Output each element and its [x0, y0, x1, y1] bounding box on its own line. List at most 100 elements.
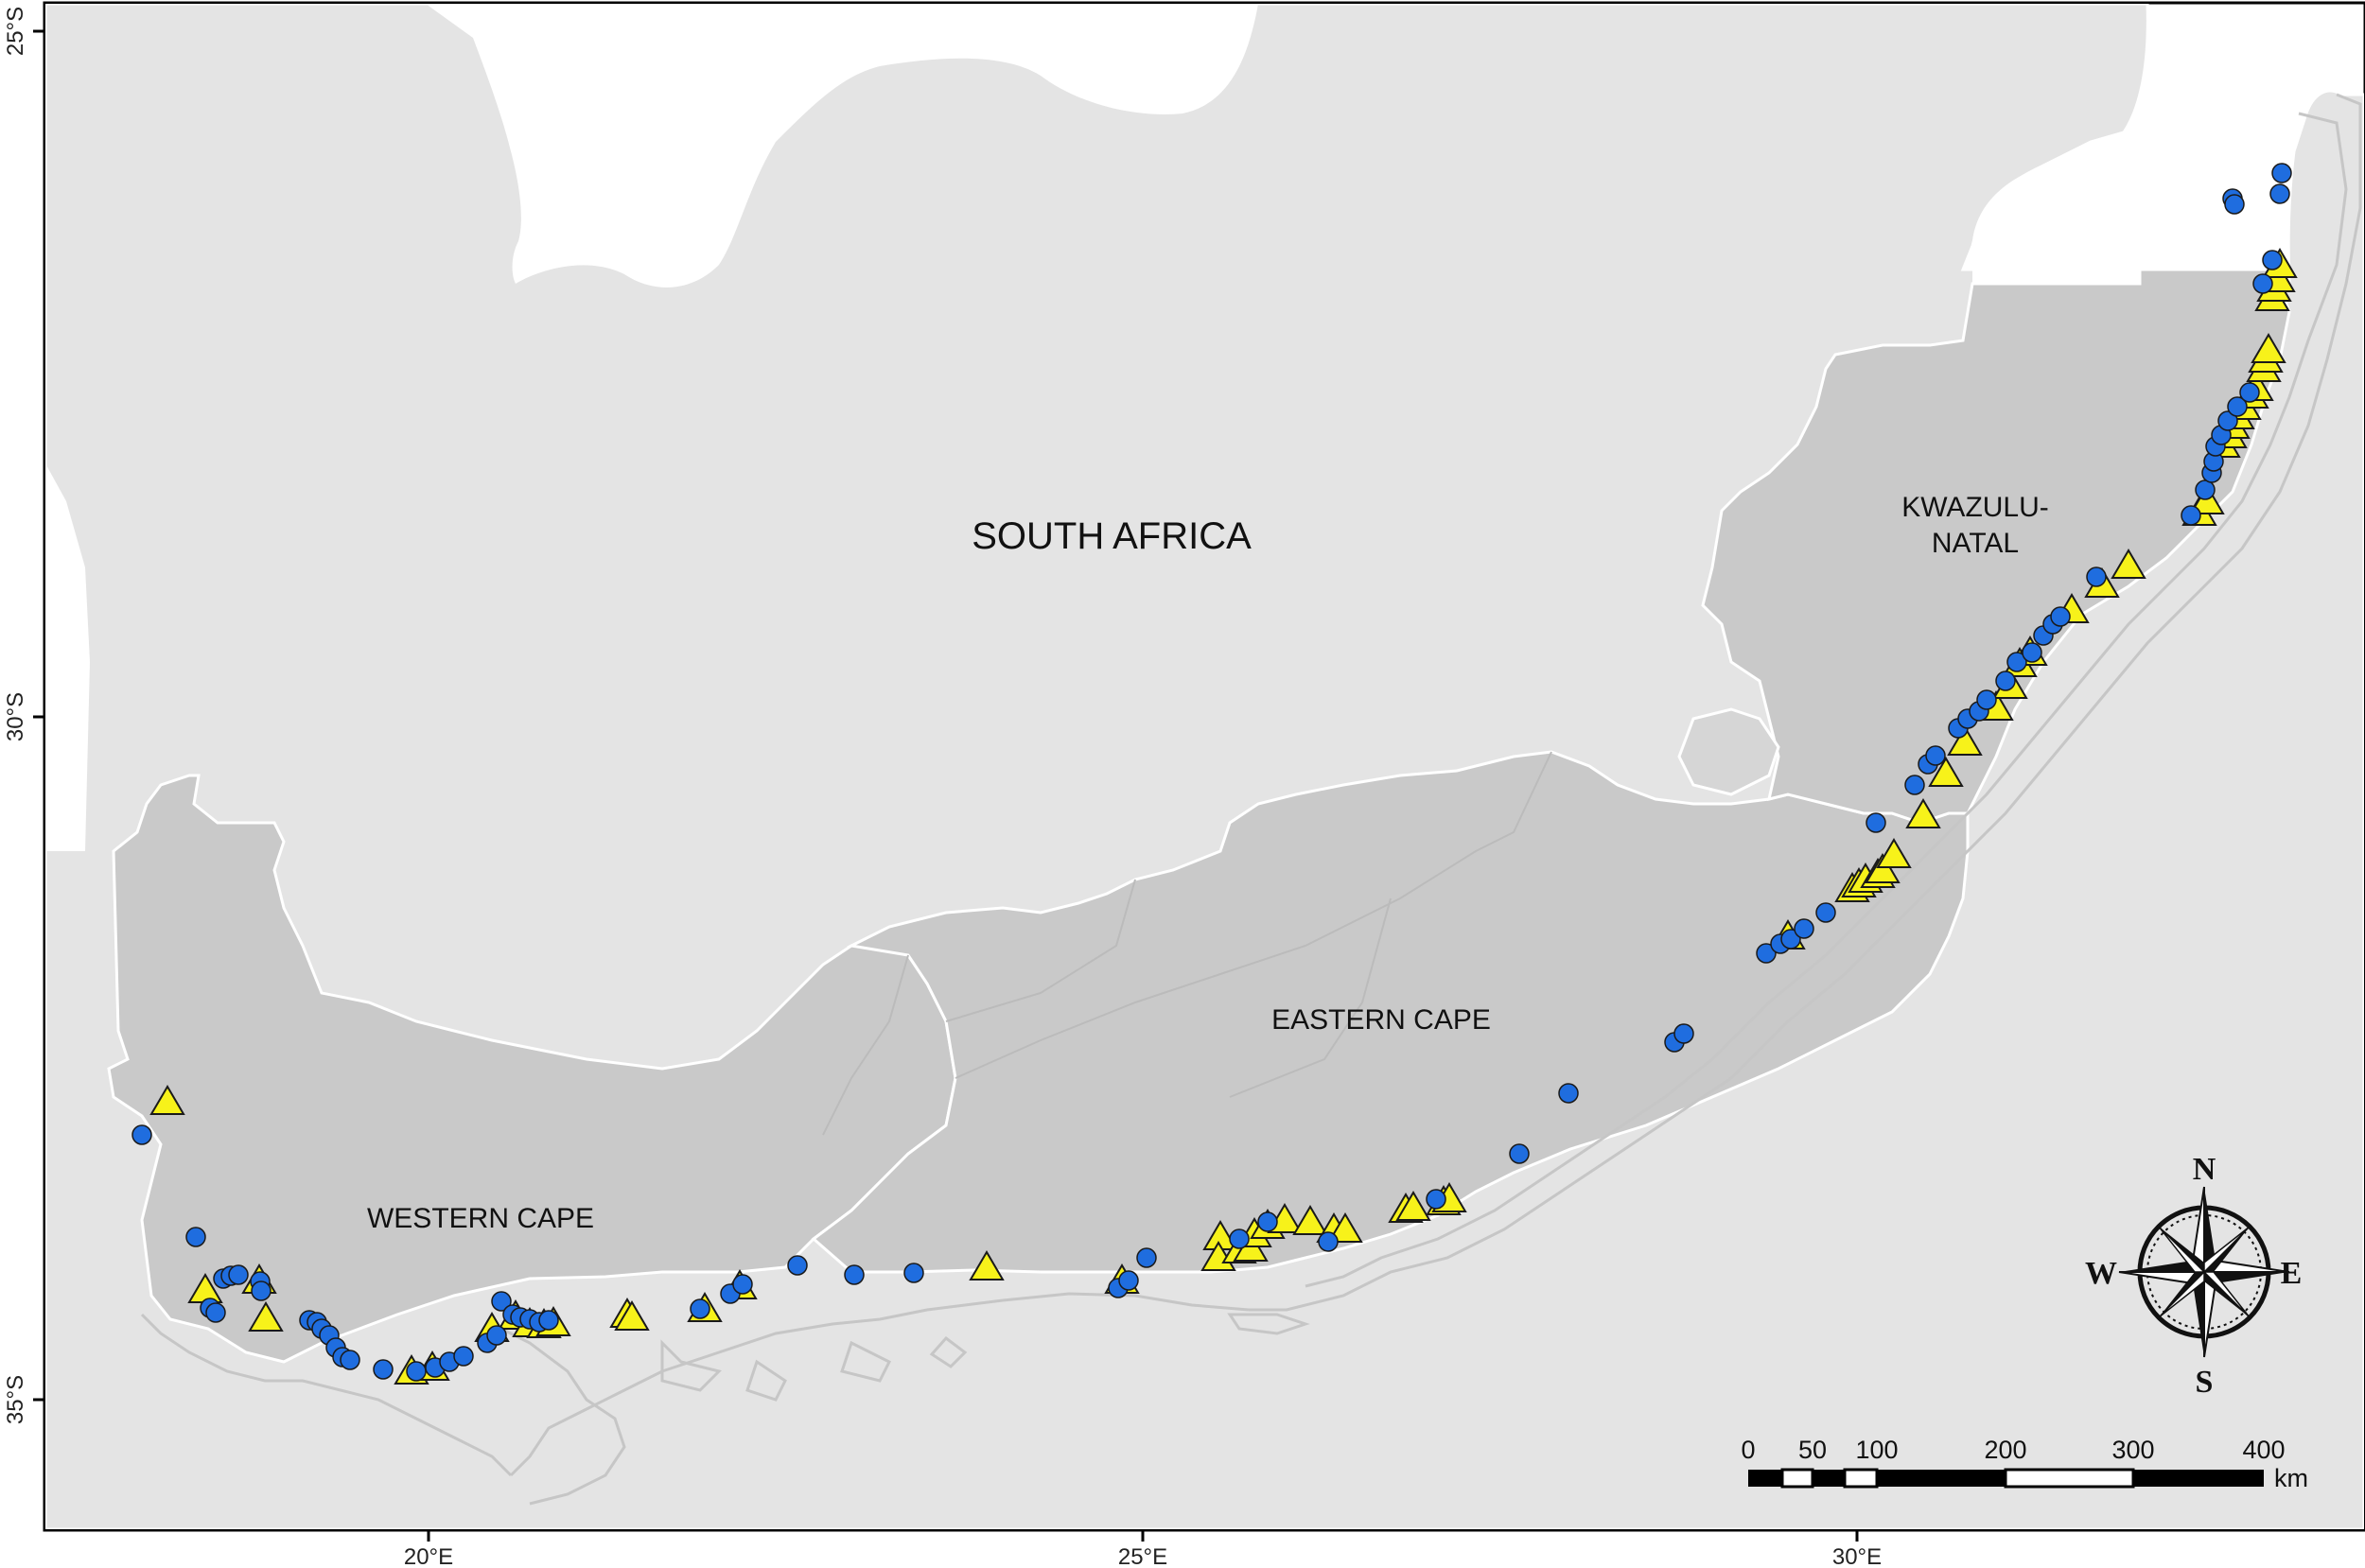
- circle-marker: [228, 1264, 249, 1285]
- lesotho-boundary: [1677, 707, 1780, 796]
- scale-label: 300: [2111, 1436, 2154, 1464]
- circle-marker: [2269, 183, 2290, 204]
- lat-tick-30: 30°S: [3, 692, 28, 741]
- scale-seg-3: [1813, 1470, 1845, 1487]
- triangle-marker: [1395, 1191, 1431, 1221]
- land-white-west: [45, 463, 90, 851]
- circle-marker: [1995, 671, 2016, 691]
- triangle-marker: [149, 1085, 185, 1115]
- circle-markers: [131, 163, 2292, 1382]
- circle-marker: [2262, 250, 2283, 270]
- district-boundaries: [822, 751, 1552, 1136]
- label-kwazulu-natal-line1: KWAZULU-: [1901, 492, 2049, 523]
- circle-marker: [2271, 163, 2292, 183]
- scale-label: 400: [2242, 1436, 2285, 1464]
- circle-marker: [340, 1350, 360, 1370]
- compass-s: S: [2196, 1365, 2214, 1400]
- label-western-cape: WESTERN CAPE: [367, 1203, 594, 1234]
- circle-marker: [1925, 745, 1946, 766]
- compass-e: E: [2281, 1256, 2303, 1291]
- circle-marker: [2086, 566, 2107, 587]
- scale-seg-1: [1748, 1470, 1782, 1487]
- circle-marker: [205, 1302, 226, 1323]
- lon-tick-25: 25°E: [1118, 1544, 1167, 1568]
- scale-bar: 0 50 100 200 300 400 km: [1741, 1436, 2308, 1492]
- circle-marker: [373, 1359, 394, 1380]
- circle-marker: [690, 1298, 710, 1319]
- scale-seg-5: [1877, 1470, 2006, 1487]
- circle-marker: [1318, 1231, 1339, 1252]
- circle-marker: [1509, 1143, 1530, 1164]
- circle-marker: [844, 1264, 865, 1285]
- circle-marker: [491, 1291, 512, 1312]
- triangle-marker: [1292, 1205, 1328, 1235]
- circle-marker: [1780, 929, 1801, 950]
- circle-marker: [732, 1274, 753, 1295]
- circle-marker: [131, 1124, 152, 1145]
- circle-marker: [2239, 382, 2260, 403]
- scale-seg-4: [1843, 1468, 1879, 1489]
- circle-marker: [406, 1361, 427, 1382]
- circle-marker: [2227, 396, 2248, 417]
- circle-marker: [2181, 505, 2201, 526]
- lon-tick-30: 30°E: [1832, 1544, 1882, 1568]
- label-eastern-cape: EASTERN CAPE: [1271, 1004, 1491, 1036]
- triangle-marker: [1327, 1212, 1363, 1243]
- circle-marker: [486, 1325, 507, 1346]
- circle-marker: [1866, 812, 1886, 833]
- circle-marker: [1815, 902, 1836, 923]
- lon-ticks: 20°E 25°E 30°E: [404, 1530, 1882, 1568]
- circle-marker: [185, 1227, 206, 1247]
- scale-seg-7: [2133, 1470, 2264, 1487]
- lat-tick-35: 35°S: [3, 1375, 28, 1424]
- label-kwazulu-natal-line2: NATAL: [1932, 528, 2019, 559]
- compass-rose: N S E W: [2085, 1152, 2302, 1400]
- scale-label: 50: [1798, 1436, 1827, 1464]
- province-kwazulu-natal: [1701, 268, 2291, 825]
- circle-marker: [2022, 642, 2042, 663]
- compass-star: [2118, 1186, 2290, 1358]
- scale-label: 100: [1855, 1436, 1898, 1464]
- label-south-africa: SOUTH AFRICA: [972, 515, 1252, 557]
- triangle-marker: [969, 1250, 1005, 1281]
- lon-tick-20: 20°E: [404, 1544, 453, 1568]
- circle-marker: [1756, 943, 1777, 964]
- triangle-marker: [614, 1300, 650, 1331]
- compass-n: N: [2193, 1152, 2216, 1187]
- circle-marker: [1229, 1228, 1250, 1249]
- scale-seg-6: [2004, 1468, 2135, 1489]
- triangle-marker: [1905, 798, 1941, 828]
- circle-marker: [1904, 775, 1925, 795]
- circle-marker: [251, 1281, 272, 1301]
- scale-label: 200: [1984, 1436, 2026, 1464]
- triangle-marker: [2251, 333, 2286, 363]
- circle-marker: [787, 1255, 808, 1276]
- land-white-east: [1972, 113, 2140, 284]
- triangle-marker: [1947, 725, 1983, 756]
- lat-tick-25: 25°S: [3, 7, 28, 56]
- circle-marker: [1794, 918, 1814, 939]
- scale-unit: km: [2274, 1464, 2308, 1492]
- scale-seg-2: [1780, 1468, 1814, 1489]
- triangle-marker: [248, 1301, 284, 1332]
- lat-ticks: 25°S 30°S 35°S: [3, 7, 44, 1424]
- circle-marker: [2224, 194, 2245, 215]
- circle-marker: [453, 1346, 474, 1367]
- circle-marker: [2217, 410, 2238, 431]
- circle-marker: [2195, 479, 2216, 500]
- isobath-contours: [140, 93, 2362, 1506]
- circle-marker: [1976, 689, 1997, 710]
- circle-marker: [1558, 1083, 1579, 1104]
- triangle-marker: [1876, 838, 1912, 868]
- map-area: SOUTH AFRICA WESTERN CAPE EASTERN CAPE K…: [45, 4, 2364, 1529]
- circle-marker: [2252, 273, 2273, 294]
- circle-marker: [1426, 1189, 1446, 1210]
- triangle-marker: [1928, 757, 1964, 787]
- circle-marker: [1673, 1023, 1694, 1044]
- scale-label: 0: [1741, 1436, 1755, 1464]
- triangle-marker: [1865, 853, 1901, 883]
- circle-marker: [1136, 1247, 1157, 1268]
- circle-marker: [1257, 1211, 1278, 1232]
- compass-w: W: [2085, 1256, 2117, 1291]
